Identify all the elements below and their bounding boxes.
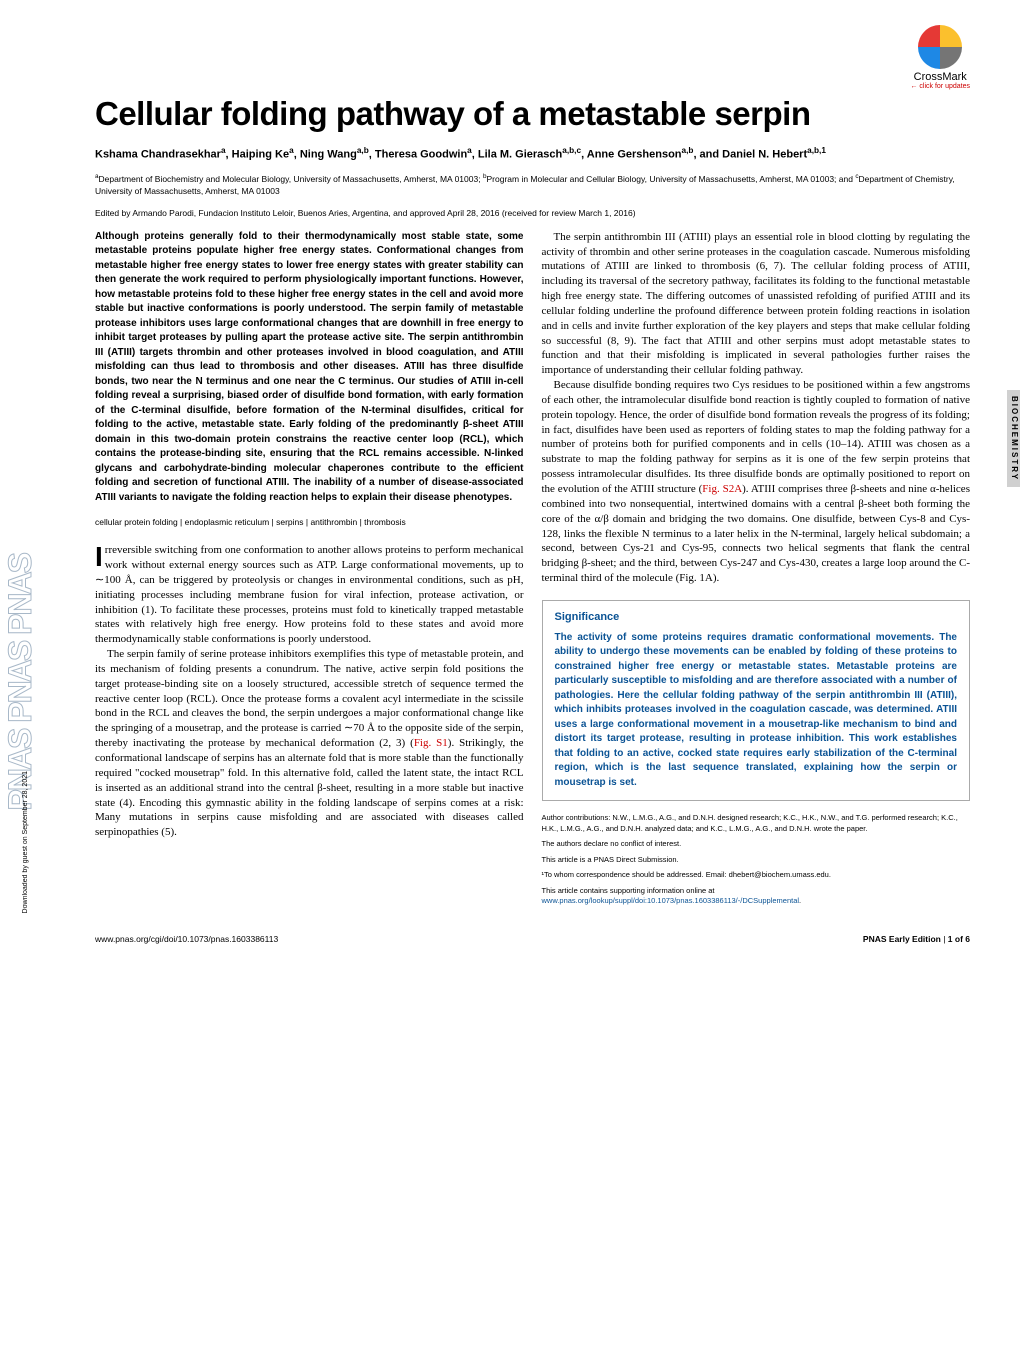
supporting-info: This article contains supporting informa… xyxy=(542,886,971,907)
significance-text: The activity of some proteins requires d… xyxy=(555,631,958,791)
two-column-layout: Although proteins generally fold to thei… xyxy=(95,230,970,912)
edited-by: Edited by Armando Parodi, Fundacion Inst… xyxy=(95,208,970,218)
crossmark-label: CrossMark xyxy=(914,71,967,83)
paragraph: ). ATIII comprises three β-sheets and ni… xyxy=(542,483,971,584)
body-text-left: Irreversible switching from one conforma… xyxy=(95,543,524,840)
supp-link[interactable]: www.pnas.org/lookup/suppl/doi:10.1073/pn… xyxy=(542,896,800,905)
footer-doi: www.pnas.org/cgi/doi/10.1073/pnas.160338… xyxy=(95,934,278,944)
paragraph: The serpin family of serine protease inh… xyxy=(95,648,524,749)
page-footer: www.pnas.org/cgi/doi/10.1073/pnas.160338… xyxy=(95,934,970,944)
section-label: BIOCHEMISTRY xyxy=(1007,390,1020,487)
significance-title: Significance xyxy=(555,611,958,623)
paragraph: rreversible switching from one conformat… xyxy=(95,544,524,645)
crossmark-icon xyxy=(918,25,962,69)
crossmark-quad xyxy=(918,47,940,69)
authors: Kshama Chandrasekhara, Haiping Kea, Ning… xyxy=(95,145,970,163)
figure-link[interactable]: Fig. S2A xyxy=(702,483,742,495)
footer-page: PNAS Early Edition | 1 of 6 xyxy=(863,934,970,944)
correspondence: ¹To whom correspondence should be addres… xyxy=(542,870,971,881)
crossmark-quad xyxy=(940,47,962,69)
submission-type: This article is a PNAS Direct Submission… xyxy=(542,855,971,866)
abstract: Although proteins generally fold to thei… xyxy=(95,230,524,506)
significance-box: Significance The activity of some protei… xyxy=(542,600,971,802)
body-text-right: The serpin antithrombin III (ATIII) play… xyxy=(542,230,971,586)
crossmark-quad xyxy=(918,25,940,47)
paragraph: Because disulfide bonding requires two C… xyxy=(542,379,971,495)
right-column: The serpin antithrombin III (ATIII) play… xyxy=(542,230,971,912)
dropcap: I xyxy=(95,543,105,569)
conflict-statement: The authors declare no conflict of inter… xyxy=(542,839,971,850)
footnotes: Author contributions: N.W., L.M.G., A.G.… xyxy=(542,813,971,907)
keywords: cellular protein folding | endoplasmic r… xyxy=(95,517,524,527)
page: CrossMark ← click for updates BIOCHEMIST… xyxy=(0,0,1020,974)
affiliations: aDepartment of Biochemistry and Molecula… xyxy=(95,173,970,198)
figure-link[interactable]: Fig. S1 xyxy=(414,737,448,749)
article-title: Cellular folding pathway of a metastable… xyxy=(95,95,970,133)
crossmark-badge[interactable]: CrossMark ← click for updates xyxy=(910,25,970,90)
paragraph: ). Strikingly, the conformational landsc… xyxy=(95,737,524,838)
author-contributions: Author contributions: N.W., L.M.G., A.G.… xyxy=(542,813,971,834)
crossmark-sublabel: ← click for updates xyxy=(910,83,970,90)
left-column: Although proteins generally fold to thei… xyxy=(95,230,524,912)
paragraph: The serpin antithrombin III (ATIII) play… xyxy=(542,231,971,377)
crossmark-quad xyxy=(940,25,962,47)
